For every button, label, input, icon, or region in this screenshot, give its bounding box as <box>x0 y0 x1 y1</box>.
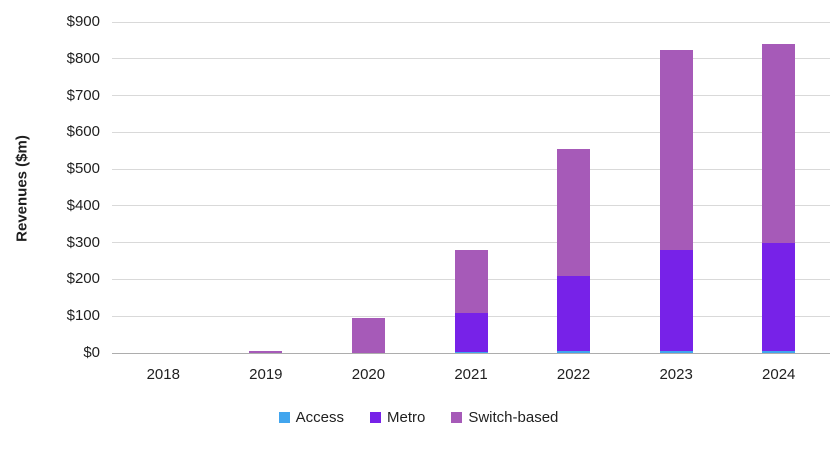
bar-segment-switch-based-2019 <box>249 351 283 353</box>
bar-segment-metro-2024 <box>762 242 796 352</box>
legend-item-access: Access <box>278 409 344 426</box>
legend-label: Metro <box>386 409 426 426</box>
legend-label: Access <box>295 409 344 426</box>
bar-segment-switch-based-2024 <box>762 44 796 243</box>
x-axis-label-2022: 2022 <box>556 366 591 383</box>
bar-segment-access-2022 <box>557 351 591 353</box>
bar-segment-switch-based-2020 <box>351 318 385 353</box>
bar-segment-switch-based-2021 <box>454 250 488 313</box>
y-axis-tick-label: $700 <box>66 86 100 104</box>
bar-segment-access-2021 <box>454 352 488 354</box>
y-gridline <box>112 21 830 23</box>
y-axis-title: Revenues ($m) <box>13 135 31 242</box>
legend-swatch-switch-based <box>451 412 463 423</box>
y-gridline <box>112 131 830 133</box>
legend-label: Switch-based <box>468 409 559 426</box>
y-axis-tick-label: $0 <box>83 344 100 361</box>
bar-segment-metro-2021 <box>454 312 488 353</box>
y-gridline <box>112 95 830 97</box>
y-axis-tick-label: $100 <box>66 307 100 325</box>
x-axis-label-2021: 2021 <box>454 366 488 383</box>
x-axis-label-2024: 2024 <box>762 366 796 383</box>
bar-segment-switch-based-2023 <box>659 49 693 251</box>
legend-swatch-access <box>278 412 290 423</box>
y-gridline <box>112 58 830 60</box>
legend-item-metro: Metro <box>369 409 426 426</box>
bar-segment-metro-2022 <box>557 275 591 352</box>
y-gridline <box>112 242 830 244</box>
x-axis-label-2023: 2023 <box>659 366 693 383</box>
x-axis-label-2020: 2020 <box>351 366 386 383</box>
y-axis-tick-label: $900 <box>66 13 100 30</box>
y-axis-tick-label: $600 <box>66 123 100 141</box>
y-axis-tick-label: $800 <box>66 49 100 67</box>
y-gridline <box>112 168 830 170</box>
bar-segment-access-2023 <box>659 351 693 353</box>
bar-segment-metro-2023 <box>659 250 693 352</box>
x-axis-label-2019: 2019 <box>249 366 283 383</box>
legend-swatch-metro <box>369 412 381 423</box>
y-axis-tick-label: $200 <box>66 270 100 288</box>
y-axis-tick-label: $400 <box>66 196 100 214</box>
bar-segment-switch-based-2022 <box>557 148 591 276</box>
y-gridline <box>112 205 830 207</box>
y-axis-tick-label: $500 <box>66 160 100 178</box>
legend: Access Metro Switch-based <box>0 409 837 426</box>
legend-item-switch-based: Switch-based <box>451 409 558 426</box>
y-axis-tick-label: $300 <box>66 233 100 251</box>
x-axis-label-2018: 2018 <box>146 366 180 383</box>
bar-segment-access-2024 <box>762 351 796 353</box>
